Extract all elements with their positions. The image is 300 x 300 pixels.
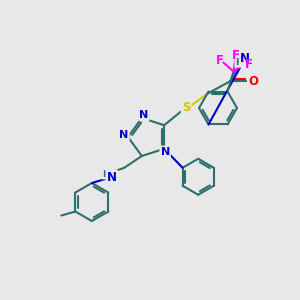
- Text: O: O: [248, 75, 258, 88]
- Text: F: F: [232, 49, 239, 62]
- Text: N: N: [240, 52, 250, 65]
- Text: S: S: [182, 101, 190, 114]
- Text: N: N: [107, 170, 117, 184]
- Text: H: H: [102, 169, 110, 178]
- Text: F: F: [215, 54, 223, 67]
- Text: N: N: [139, 110, 148, 120]
- Text: F: F: [244, 58, 253, 71]
- Text: N: N: [119, 130, 129, 140]
- Text: N: N: [160, 147, 170, 157]
- Text: H: H: [236, 58, 243, 67]
